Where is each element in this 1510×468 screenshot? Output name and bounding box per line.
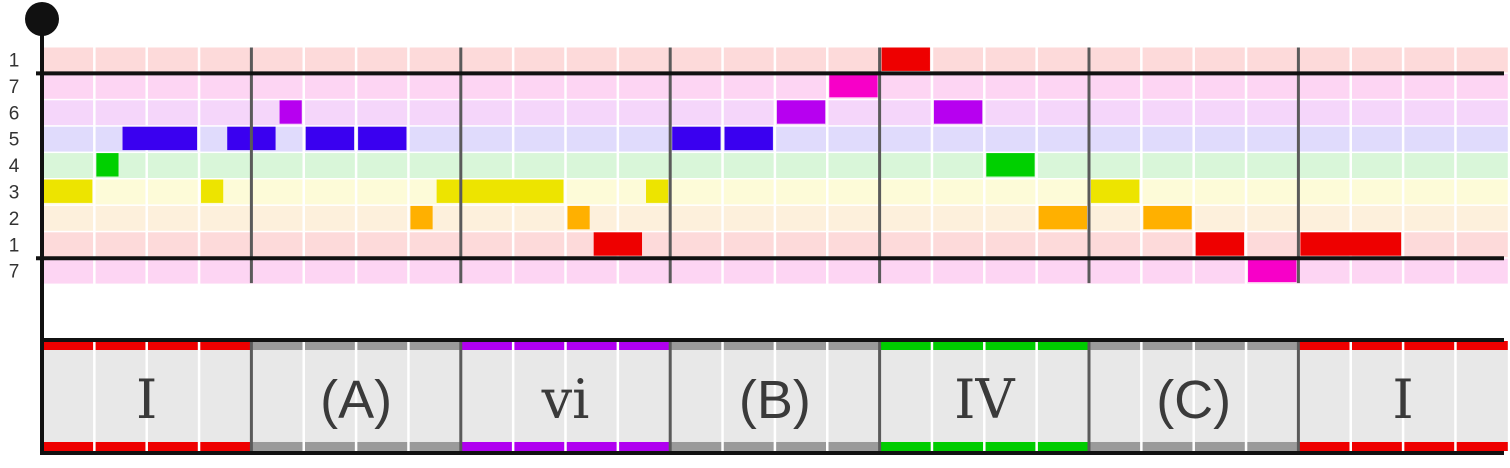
note-block — [776, 100, 826, 124]
row-labels: 1 7 6 5 4 3 2 1 7 — [9, 51, 20, 283]
playhead-dot — [25, 2, 59, 36]
note-block — [436, 179, 564, 203]
scale-degree-label: 3 — [9, 183, 20, 204]
note-block — [358, 126, 407, 151]
note-block — [933, 100, 983, 124]
note-block — [672, 126, 721, 151]
note-block — [986, 153, 1035, 177]
note-block — [724, 126, 773, 151]
scale-degree-label: 1 — [9, 51, 20, 72]
note-block — [305, 126, 355, 151]
note-block — [646, 179, 669, 203]
chord-label: (C) — [1156, 370, 1231, 430]
note-block — [410, 205, 433, 230]
note-block — [593, 232, 643, 256]
note-block — [1038, 205, 1087, 230]
note-block — [1195, 232, 1245, 256]
scale-degree-label: 2 — [9, 209, 20, 230]
chord-label: (A) — [320, 370, 392, 430]
note-block — [1143, 205, 1192, 230]
scale-degree-label: 5 — [9, 130, 20, 151]
note-block — [881, 47, 930, 71]
chord-label: I — [1392, 368, 1413, 431]
note-block — [122, 126, 198, 151]
chord-label: I — [136, 368, 157, 431]
note-block — [1248, 258, 1297, 283]
note-block — [1300, 232, 1402, 256]
scale-degree-label: 7 — [9, 77, 20, 98]
chord-label: (B) — [739, 370, 811, 430]
note-block — [567, 205, 590, 230]
chord-track: I (A) vi (B) IV (C) I — [42, 338, 1508, 455]
notes-layer — [44, 47, 1402, 283]
scale-degree-label: 7 — [9, 262, 20, 283]
octave-lines — [36, 71, 1504, 261]
note-block — [44, 179, 93, 203]
chord-label: IV — [954, 368, 1015, 431]
scale-degree-label: 4 — [9, 156, 20, 177]
note-block — [829, 73, 878, 98]
scale-degree-label: 1 — [9, 235, 20, 256]
note-block — [279, 100, 302, 124]
scale-degree-label: 6 — [9, 103, 20, 124]
note-block — [201, 179, 224, 203]
note-block — [1091, 179, 1140, 203]
beat-lines — [93, 47, 1457, 286]
measure-lines — [249, 47, 1300, 284]
chord-label: vi — [541, 368, 590, 431]
note-block — [96, 153, 119, 177]
axis — [25, 2, 59, 455]
